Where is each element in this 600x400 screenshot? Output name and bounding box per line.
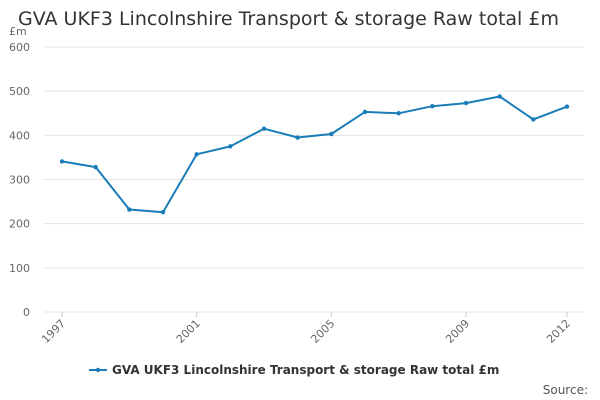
- x-tick-label: 2001: [174, 317, 203, 346]
- data-point: [329, 131, 334, 137]
- series-line: [61, 95, 568, 214]
- data-point: [127, 207, 132, 212]
- data-point: [59, 159, 65, 164]
- y-tick-label: 600: [9, 41, 30, 54]
- data-point: [531, 117, 536, 122]
- data-point: [194, 152, 199, 157]
- x-tick-label: 2005: [308, 317, 337, 346]
- x-tick-label: 1997: [39, 317, 68, 346]
- y-axis-unit-label: £m: [9, 25, 27, 38]
- data-point: [93, 164, 98, 170]
- legend-label: GVA UKF3 Lincolnshire Transport & storag…: [112, 363, 499, 377]
- legend-marker: [95, 367, 101, 373]
- x-tick-label: 2009: [443, 317, 472, 346]
- data-point: [228, 144, 233, 149]
- data-point: [564, 104, 570, 109]
- source-label: Source:: [542, 383, 588, 397]
- data-point: [160, 209, 166, 215]
- data-point: [463, 100, 469, 106]
- y-tick-label: 400: [9, 129, 30, 142]
- y-tick-label: 500: [9, 85, 30, 98]
- data-point: [261, 126, 267, 131]
- data-point: [430, 103, 435, 109]
- data-point: [295, 135, 300, 140]
- legend: GVA UKF3 Lincolnshire Transport & storag…: [89, 363, 499, 377]
- x-tick-label: 2012: [544, 317, 573, 346]
- chart-title: GVA UKF3 Lincolnshire Transport & storag…: [18, 8, 559, 30]
- data-point: [497, 94, 502, 99]
- y-tick-label: 200: [9, 218, 30, 231]
- data-point: [396, 111, 401, 116]
- y-tick-label: 100: [9, 262, 30, 275]
- y-tick-label: 0: [23, 306, 30, 319]
- data-point: [362, 109, 368, 115]
- y-tick-label: 300: [9, 174, 30, 187]
